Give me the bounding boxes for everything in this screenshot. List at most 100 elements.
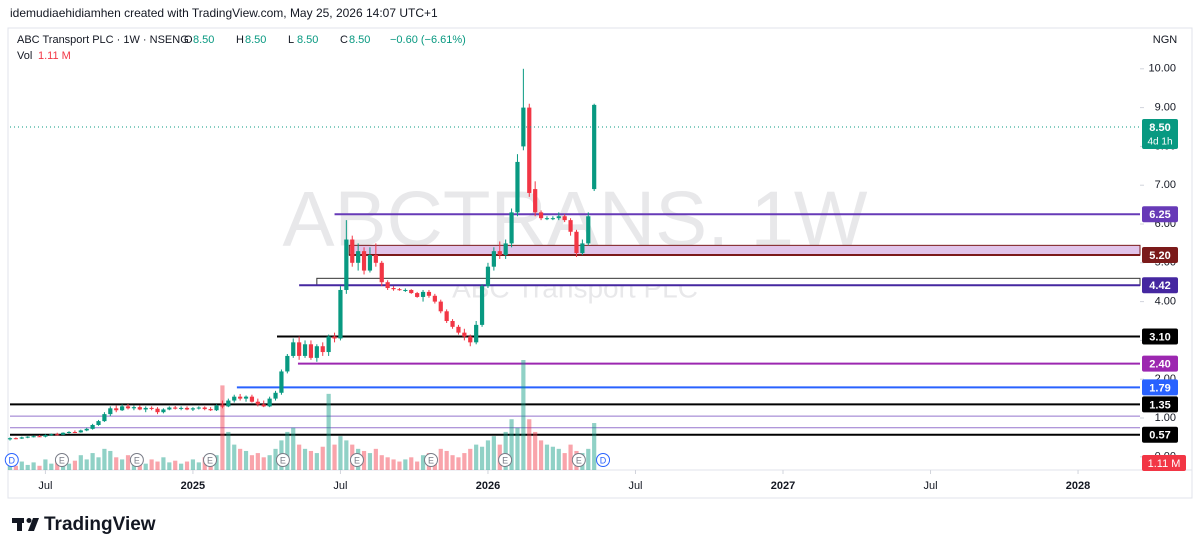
volume-bar: [179, 463, 184, 470]
level-badge: [1142, 206, 1178, 223]
candle-body: [562, 216, 567, 221]
x-tick-label: Jul: [628, 480, 642, 492]
volume-bar: [13, 465, 19, 470]
level-badge: [1142, 355, 1178, 372]
candle-body: [574, 231, 579, 254]
candle-body: [326, 336, 331, 353]
logo-part: [28, 518, 39, 531]
volume-bar: [491, 436, 496, 470]
volume-bar: [326, 393, 331, 470]
volume-bar: [72, 460, 78, 470]
volume-bar: [66, 463, 72, 470]
volume-bar: [120, 459, 125, 470]
volume-bar: [7, 463, 13, 470]
volume-bar: [90, 453, 95, 470]
candle-body: [285, 355, 290, 372]
event-label: E: [502, 455, 508, 465]
volume-bar: [367, 453, 373, 470]
level-badge-label: 1.79: [1149, 382, 1170, 394]
volume-bar: [515, 427, 520, 470]
candle-body: [356, 251, 361, 263]
ohlc-key: C: [340, 34, 348, 46]
volume-bar: [167, 462, 172, 470]
volume-bar: [273, 448, 278, 470]
level-badge-label: 0.57: [1149, 430, 1170, 442]
candle-body: [426, 291, 432, 296]
x-tick-label: 2026: [476, 480, 500, 492]
event-label: E: [59, 455, 65, 465]
volume-bar: [344, 440, 349, 470]
candle-body: [291, 342, 296, 356]
credit: idemudiaehidiamhen created with TradingV…: [10, 6, 438, 20]
candle-body: [397, 289, 402, 291]
candle-body: [586, 216, 591, 244]
volume-bar: [102, 448, 107, 470]
candle-body: [367, 255, 373, 271]
candle-body: [474, 324, 479, 343]
candle-body: [149, 407, 154, 409]
volume-bar: [249, 455, 255, 470]
candle-body: [338, 289, 343, 339]
candle-body: [373, 255, 378, 263]
candle-body: [568, 220, 573, 232]
volume-bar: [143, 463, 148, 470]
price-countdown: 4d 1h: [1147, 137, 1172, 148]
candle-body: [485, 266, 491, 287]
event-label: E: [354, 455, 360, 465]
volume-bar: [397, 461, 402, 470]
x-tick-label: 2027: [771, 480, 795, 492]
price-badge: [1142, 119, 1178, 150]
volume-bar: [314, 453, 319, 470]
level-band: [316, 277, 1141, 286]
volume-bar: [391, 459, 396, 470]
volume-title: Vol: [17, 50, 32, 62]
y-tick-label: 10.00: [1148, 63, 1176, 75]
volume-bar: [161, 457, 166, 470]
candle-body: [196, 407, 201, 409]
volume-bar: [285, 431, 290, 470]
volume-bar: [173, 460, 178, 470]
ohlc-key: L: [288, 34, 294, 46]
frame: [7, 27, 1193, 499]
candle-body: [503, 243, 508, 256]
level-badge: [1142, 426, 1178, 443]
event-marker: [424, 453, 439, 467]
volume-bar: [25, 464, 30, 470]
candle-body: [432, 295, 437, 302]
event-marker: [498, 453, 513, 467]
volume-bar: [438, 448, 443, 470]
candle-body: [114, 408, 119, 411]
volume-bar: [373, 448, 378, 470]
candle-body: [462, 332, 467, 337]
candle-body: [179, 407, 184, 409]
volume-badge: [1142, 455, 1186, 471]
price-badge-label: 8.50: [1149, 122, 1170, 134]
volume-bar: [226, 431, 231, 470]
change: −0.60 (−6.61%): [390, 34, 466, 46]
volume-bar: [43, 459, 48, 470]
brand: TradingView: [44, 514, 156, 535]
candle-body: [190, 408, 196, 410]
candle-body: [379, 262, 384, 283]
ohlc-value: 8.50: [349, 34, 370, 46]
candle-body: [78, 430, 83, 433]
candle-body: [43, 435, 48, 437]
volume-bar: [261, 457, 266, 470]
candle-body: [161, 409, 166, 413]
ohlc-key: O: [184, 34, 193, 46]
candle-body: [96, 421, 101, 425]
volume-bar: [78, 455, 83, 470]
candle-body: [173, 407, 178, 409]
volume-value: 1.11 M: [38, 50, 71, 62]
level-badge: [1142, 247, 1178, 264]
candle-body: [320, 346, 325, 353]
x-tick-label: 2025: [181, 480, 205, 492]
level-badge: [1142, 396, 1178, 413]
volume-bar: [196, 462, 201, 470]
volume-bar: [509, 419, 514, 470]
volume-bar: [479, 446, 485, 470]
event-marker: [203, 453, 218, 467]
volume-bar: [302, 448, 308, 470]
candle-body: [84, 428, 89, 431]
